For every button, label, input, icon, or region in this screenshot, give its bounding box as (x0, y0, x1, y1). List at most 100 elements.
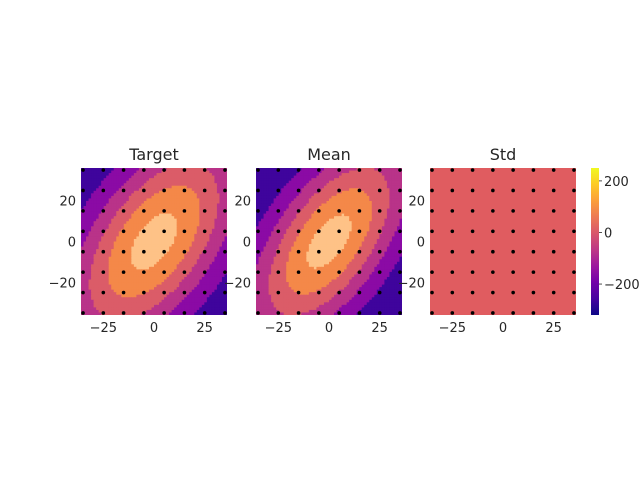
heatmap-cell (164, 173, 168, 177)
heatmap-cell (128, 309, 132, 314)
heatmap-cell (83, 254, 87, 258)
heatmap-cell (194, 289, 198, 293)
heatmap-cell (326, 221, 330, 225)
heatmap-cell (258, 211, 262, 215)
heatmap-cell (121, 221, 125, 225)
heatmap-cell (318, 183, 323, 187)
heatmap-cell (298, 175, 302, 179)
heatmap-cell (143, 223, 148, 227)
heatmap-cell (354, 223, 358, 227)
heatmap-cell (318, 226, 323, 230)
sample-point (162, 229, 166, 234)
heatmap-cell (191, 170, 195, 174)
heatmap-cell (151, 175, 155, 179)
heatmap-cell (111, 208, 115, 212)
heatmap-cell (256, 185, 260, 189)
heatmap-cell (179, 266, 183, 270)
heatmap-cell (219, 200, 223, 205)
heatmap-cell (131, 195, 135, 200)
heatmap-cell (108, 251, 112, 255)
heatmap-cell (111, 211, 115, 215)
heatmap-cell (86, 221, 90, 225)
heatmap-cell (219, 246, 223, 250)
heatmap-cell (186, 200, 190, 205)
heatmap-cell (181, 254, 185, 258)
heatmap-cell (221, 193, 226, 197)
heatmap-cell (138, 218, 143, 222)
heatmap-cell (196, 168, 200, 172)
heatmap-cell (283, 208, 287, 212)
heatmap-cell (156, 271, 160, 276)
heatmap-cell (351, 178, 355, 182)
heatmap-cell (169, 254, 173, 258)
heatmap-cell (81, 173, 85, 177)
heatmap-cell (118, 246, 122, 250)
heatmap-cell (166, 173, 170, 177)
heatmap-cell (148, 284, 153, 288)
heatmap-cell (303, 206, 307, 210)
heatmap-cell (88, 218, 92, 222)
heatmap-cell (221, 304, 226, 308)
heatmap-cell (288, 178, 292, 182)
heatmap-cell (209, 211, 213, 215)
heatmap-cell (268, 228, 272, 232)
heatmap-cell (386, 178, 391, 182)
sample-point (81, 188, 85, 193)
heatmap-cell (351, 198, 355, 202)
heatmap-cell (186, 271, 190, 276)
heatmap-cell (376, 223, 380, 227)
heatmap-cell (141, 178, 145, 182)
heatmap-cell (111, 226, 115, 230)
heatmap-cell (116, 256, 120, 260)
heatmap-cell (224, 241, 227, 245)
heatmap-cell (174, 309, 178, 314)
heatmap-cell (83, 269, 87, 273)
heatmap-cell (106, 221, 110, 225)
heatmap-cell (381, 211, 385, 215)
heatmap-cell (189, 256, 193, 260)
heatmap-cell (273, 216, 277, 220)
heatmap-cell (189, 231, 193, 235)
heatmap-cell (221, 282, 226, 286)
heatmap-cell (131, 231, 135, 235)
heatmap-cell (364, 216, 368, 220)
heatmap-cell (311, 200, 315, 205)
heatmap-cell (206, 244, 210, 248)
heatmap-cell (169, 304, 173, 308)
heatmap-cell (189, 289, 193, 293)
heatmap-cell (321, 185, 325, 189)
heatmap-cell (171, 276, 175, 281)
heatmap-cell (214, 200, 218, 205)
sample-point (142, 209, 146, 213)
heatmap-cell (91, 251, 95, 255)
heatmap-cell (116, 241, 120, 245)
heatmap-cell (103, 173, 107, 177)
heatmap-cell (359, 193, 363, 197)
heatmap-cell (394, 198, 398, 202)
heatmap-cell (179, 190, 183, 194)
heatmap-cell (261, 185, 265, 189)
heatmap-cell (166, 213, 170, 217)
heatmap-cell (138, 309, 143, 314)
heatmap-cell (194, 261, 198, 265)
heatmap-cell (143, 309, 148, 314)
heatmap-cell (399, 213, 402, 217)
heatmap-cell (291, 198, 295, 202)
heatmap-cell (159, 185, 163, 189)
heatmap-cell (204, 251, 208, 255)
heatmap-cell (396, 198, 401, 202)
heatmap-cell (206, 170, 210, 174)
heatmap-cell (219, 228, 223, 232)
heatmap-cell (379, 206, 383, 210)
heatmap-cell (136, 188, 140, 192)
heatmap-cell (266, 173, 270, 177)
heatmap-cell (301, 213, 305, 217)
heatmap-cell (313, 223, 318, 227)
heatmap-cell (116, 302, 120, 306)
heatmap-cell (219, 302, 223, 306)
heatmap-cell (91, 208, 95, 212)
heatmap-cell (311, 206, 315, 210)
heatmap-cell (209, 276, 213, 281)
heatmap-cell (399, 231, 402, 235)
heatmap-cell (206, 228, 210, 232)
